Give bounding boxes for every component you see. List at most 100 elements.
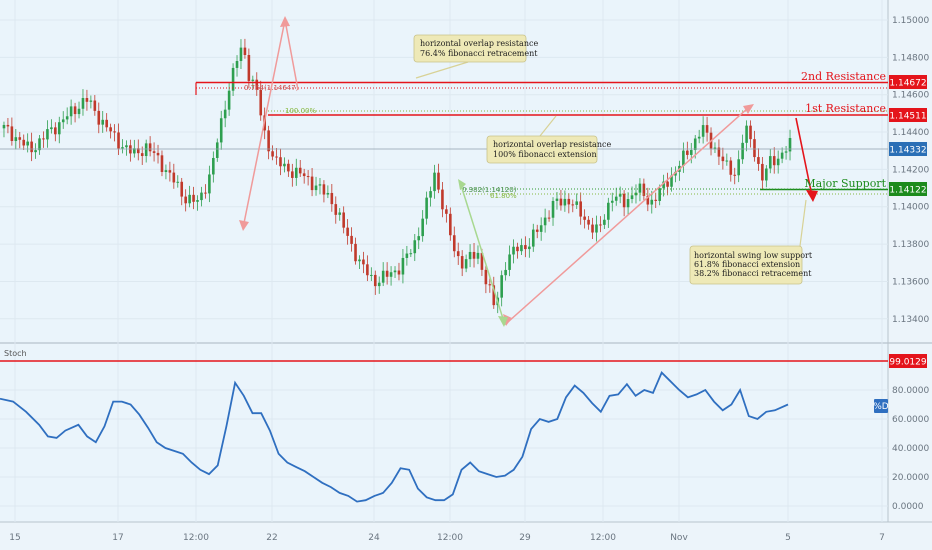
candle-body	[524, 245, 527, 250]
candle-body	[753, 139, 756, 158]
stoch-d-legend[interactable]: %D	[873, 399, 889, 413]
candle-body	[666, 181, 669, 187]
candle-body	[346, 227, 349, 236]
candle-body	[765, 168, 768, 181]
candle-body	[377, 282, 381, 287]
candle-body	[366, 264, 369, 276]
candle-body	[34, 150, 37, 153]
candle-body	[22, 139, 26, 146]
candle-body	[488, 284, 492, 286]
bottom-axis-bg	[0, 522, 932, 550]
candle-body	[223, 109, 227, 119]
price-tick-label: 1.14800	[892, 53, 929, 63]
price-axis: 1.15000 1.14800 1.14600 1.14400 1.14200 1.140…	[892, 16, 929, 325]
candle-body	[184, 196, 187, 204]
candle-body	[247, 54, 251, 81]
candle-body	[373, 274, 377, 287]
candle-body	[776, 158, 780, 166]
candle-body	[670, 175, 673, 187]
candle-body	[101, 119, 105, 125]
candle-body	[342, 212, 345, 228]
candle-body	[516, 246, 519, 252]
candle-body	[492, 285, 496, 306]
projection-arrow-head	[806, 190, 818, 202]
annotation-3-line-3: 38.2% fibonacci retracement	[694, 269, 812, 278]
fib-drawing-2	[507, 107, 749, 323]
candle-body	[634, 192, 638, 196]
candle-body	[97, 110, 101, 125]
candle-body	[279, 157, 282, 167]
projection-arrow-line	[795, 117, 813, 197]
candle-body	[480, 252, 484, 270]
candle-body	[235, 61, 239, 68]
candle-body	[85, 98, 89, 102]
candle-body	[271, 151, 274, 157]
svg-text:1.14332: 1.14332	[889, 146, 926, 156]
candle-body	[437, 172, 440, 190]
price-tick-label: 1.14200	[892, 165, 929, 175]
resistance-1-label: 1st Resistance	[805, 102, 886, 115]
candle-body	[156, 152, 160, 156]
time-tick-label: 17	[112, 533, 123, 543]
candle-body	[10, 126, 14, 142]
candle-body	[73, 106, 77, 115]
candle-body	[318, 184, 322, 186]
candle-body	[188, 194, 191, 204]
candle-body	[441, 189, 444, 210]
resistance-2-price-tag: 1.14672	[889, 75, 927, 89]
fib-label-2: 100.00%	[285, 107, 316, 115]
candle-body	[761, 163, 764, 181]
arrow-head-6	[498, 316, 508, 327]
candle-body	[705, 125, 709, 133]
candle-body	[50, 127, 53, 130]
svg-text:1.14511: 1.14511	[889, 112, 926, 122]
candle-body	[571, 204, 575, 206]
annotation-3-line-2: 61.8% fibonacci extension	[694, 260, 800, 269]
candle-body	[425, 197, 428, 219]
annotation-2-line-1: horizontal overlap resistance	[493, 140, 611, 149]
candle-body	[283, 163, 286, 167]
candle-body	[757, 157, 760, 164]
candle-body	[417, 236, 421, 241]
candle-body	[591, 224, 594, 233]
resistance-1-price-tag: 1.14511	[889, 108, 927, 122]
candle-body	[701, 125, 705, 137]
candle-body	[192, 194, 195, 202]
fib-label-3: 0.382(1.14120)	[462, 186, 517, 194]
candle-body	[243, 47, 247, 55]
candle-body	[302, 173, 306, 177]
candle-body	[397, 270, 401, 275]
candle-body	[603, 219, 606, 225]
svg-text:99.0129: 99.0129	[889, 358, 926, 368]
candle-body	[172, 172, 176, 183]
time-tick-label: 15	[9, 533, 20, 543]
candle-body	[46, 129, 49, 140]
candle-body	[208, 174, 211, 194]
candle-body	[543, 217, 547, 226]
candle-body	[275, 156, 278, 158]
stoch-tick-label: 0.0000	[892, 502, 924, 512]
stoch-tick-label: 40.0000	[892, 444, 929, 454]
grid	[0, 0, 888, 522]
time-tick-label: 24	[368, 533, 380, 543]
candle-body	[772, 156, 776, 166]
candle-body	[551, 200, 555, 218]
candle-body	[77, 108, 81, 115]
candle-body	[204, 192, 207, 194]
fib-drawing-3	[459, 181, 506, 326]
candle-body	[531, 229, 535, 247]
candle-body	[121, 147, 124, 149]
candle-body	[563, 198, 567, 206]
candle-body	[160, 155, 164, 172]
candle-body	[42, 138, 45, 140]
candle-body	[626, 199, 630, 208]
candle-body	[334, 204, 338, 215]
candle-body	[18, 137, 22, 140]
candle-body	[587, 219, 590, 225]
candle-body	[413, 240, 417, 254]
candle-body	[745, 125, 748, 143]
stoch-tick-label: 20.0000	[892, 473, 929, 483]
candle-body	[89, 100, 93, 102]
